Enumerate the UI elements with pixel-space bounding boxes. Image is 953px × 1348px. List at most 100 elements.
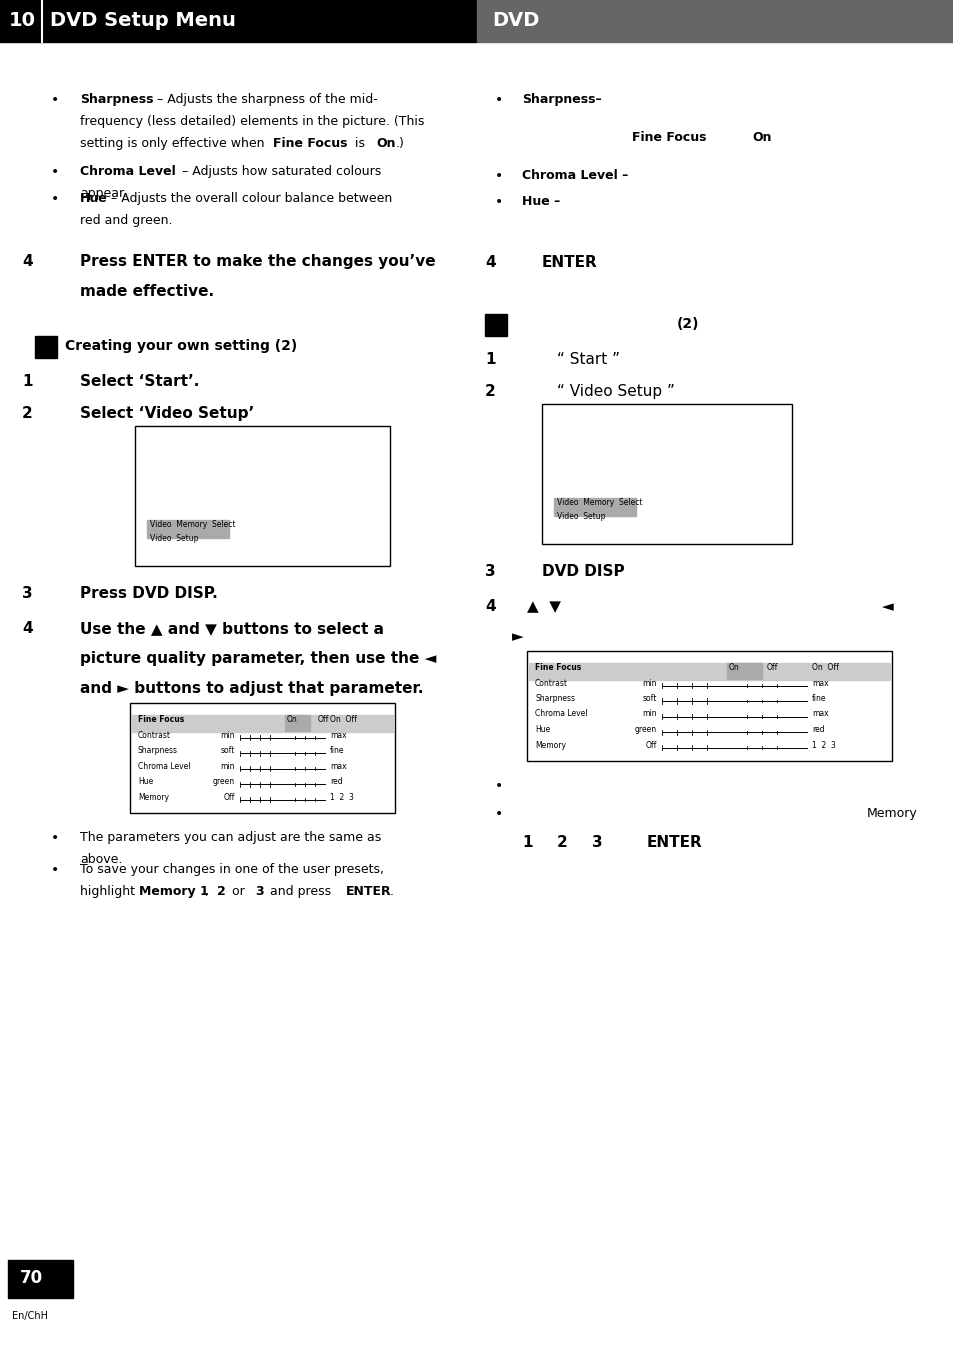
Bar	[554, 497, 636, 516]
Text: 4: 4	[484, 255, 496, 270]
Bar	[135, 426, 390, 566]
Text: To save your changes in one of the user presets,: To save your changes in one of the user …	[80, 863, 384, 876]
Text: ENTER: ENTER	[646, 834, 702, 851]
Bar	[529, 663, 889, 679]
Text: •: •	[495, 195, 502, 209]
Bar	[541, 404, 791, 545]
Text: max: max	[330, 762, 346, 771]
Text: ,: ,	[205, 886, 213, 898]
Text: Chroma Level: Chroma Level	[535, 709, 587, 718]
Text: .: .	[390, 886, 394, 898]
Text: soft: soft	[220, 745, 234, 755]
Text: 4: 4	[22, 621, 32, 636]
Text: Hue –: Hue –	[521, 195, 559, 208]
Text: 2: 2	[557, 834, 567, 851]
Bar	[0, 0, 476, 42]
Text: or: or	[228, 886, 249, 898]
Text: “ Start ”: “ Start ”	[557, 352, 619, 367]
Bar	[132, 714, 393, 732]
Text: Video  Memory  Select: Video Memory Select	[557, 497, 641, 507]
Text: 3: 3	[254, 886, 263, 898]
Bar	[285, 714, 310, 731]
Text: max: max	[330, 731, 346, 740]
Text: Chroma Level: Chroma Level	[80, 164, 175, 178]
Text: Contrast: Contrast	[535, 678, 567, 687]
Text: Video  Setup: Video Setup	[557, 512, 605, 520]
Text: made effective.: made effective.	[80, 284, 213, 299]
Text: •: •	[51, 93, 59, 106]
Text: Video  Memory  Select: Video Memory Select	[150, 520, 235, 528]
Text: red: red	[811, 725, 823, 735]
Text: ENTER: ENTER	[346, 886, 392, 898]
Text: On  Off: On Off	[330, 714, 356, 724]
Text: – Adjusts how saturated colours: – Adjusts how saturated colours	[178, 164, 381, 178]
Text: min: min	[220, 731, 234, 740]
Text: 1: 1	[484, 352, 495, 367]
Text: 4: 4	[484, 599, 496, 613]
Text: 1  2  3: 1 2 3	[330, 793, 354, 802]
Text: Memory: Memory	[535, 740, 565, 749]
Text: Fine Focus: Fine Focus	[138, 714, 184, 724]
Text: Contrast: Contrast	[138, 731, 171, 740]
Text: 1: 1	[22, 373, 32, 390]
Text: Select ‘Start’.: Select ‘Start’.	[80, 373, 199, 390]
Text: and press: and press	[266, 886, 335, 898]
Text: On: On	[751, 131, 771, 144]
Bar	[130, 704, 395, 813]
Text: min: min	[641, 709, 657, 718]
Text: Fine Focus: Fine Focus	[631, 131, 706, 144]
Text: ▲  ▼: ▲ ▼	[526, 599, 560, 613]
Text: Off: Off	[645, 740, 657, 749]
Text: Hue: Hue	[535, 725, 550, 735]
Text: •: •	[51, 830, 59, 845]
Text: 70: 70	[20, 1268, 43, 1287]
Text: picture quality parameter, then use the ◄: picture quality parameter, then use the …	[80, 651, 436, 666]
Bar	[484, 314, 506, 336]
Text: •: •	[495, 93, 502, 106]
Text: On: On	[375, 137, 395, 150]
Text: 2: 2	[484, 384, 496, 399]
Text: Sharpness–: Sharpness–	[521, 93, 601, 106]
Text: Creating your own setting (2): Creating your own setting (2)	[65, 338, 297, 353]
Text: En/ChH: En/ChH	[12, 1312, 48, 1321]
Text: above.: above.	[80, 853, 122, 865]
Text: Sharpness: Sharpness	[535, 694, 575, 704]
Bar	[526, 651, 891, 762]
Text: Press ENTER to make the changes you’ve: Press ENTER to make the changes you’ve	[80, 253, 436, 270]
Text: red: red	[330, 776, 342, 786]
Text: “ Video Setup ”: “ Video Setup ”	[557, 384, 674, 399]
Text: On  Off: On Off	[811, 663, 838, 673]
Text: and ► buttons to adjust that parameter.: and ► buttons to adjust that parameter.	[80, 681, 423, 696]
Text: •: •	[51, 191, 59, 206]
Text: Sharpness: Sharpness	[80, 93, 153, 106]
Text: •: •	[51, 863, 59, 878]
Text: •: •	[495, 779, 502, 793]
Text: fine: fine	[811, 694, 825, 704]
Text: ►: ►	[512, 630, 523, 644]
Text: 3: 3	[22, 586, 32, 601]
Text: min: min	[220, 762, 234, 771]
Text: Hue: Hue	[80, 191, 108, 205]
Text: 1  2  3: 1 2 3	[811, 740, 835, 749]
Text: Fine Focus: Fine Focus	[273, 137, 347, 150]
Text: Hue: Hue	[138, 776, 153, 786]
Text: green: green	[634, 725, 657, 735]
Text: Select ‘Video Setup’: Select ‘Video Setup’	[80, 406, 254, 421]
Text: Off: Off	[317, 714, 329, 724]
Text: – Adjusts the sharpness of the mid-: – Adjusts the sharpness of the mid-	[152, 93, 377, 106]
Text: Memory: Memory	[866, 807, 917, 820]
Text: Off: Off	[766, 663, 778, 673]
Text: max: max	[811, 678, 828, 687]
Text: Sharpness: Sharpness	[138, 745, 178, 755]
Text: Chroma Level –: Chroma Level –	[521, 168, 628, 182]
Bar	[8, 1260, 73, 1298]
Text: Press DVD DISP.: Press DVD DISP.	[80, 586, 217, 601]
Text: The parameters you can adjust are the same as: The parameters you can adjust are the sa…	[80, 830, 381, 844]
Text: 2: 2	[216, 886, 226, 898]
Text: 10: 10	[9, 12, 35, 31]
Text: •: •	[495, 168, 502, 183]
Text: •: •	[495, 807, 502, 821]
Text: min: min	[641, 678, 657, 687]
Text: frequency (less detailed) elements in the picture. (This: frequency (less detailed) elements in th…	[80, 115, 424, 128]
Text: – Adjusts the overall colour balance between: – Adjusts the overall colour balance bet…	[107, 191, 392, 205]
